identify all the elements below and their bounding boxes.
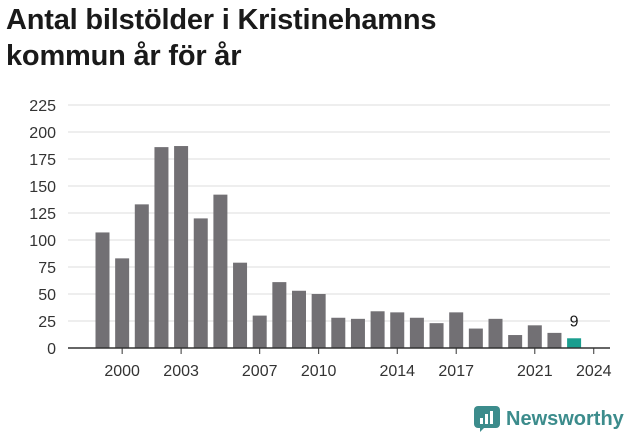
x-tick-label: 2010 <box>301 363 337 380</box>
y-tick-label: 75 <box>38 260 56 277</box>
bar <box>449 312 464 348</box>
bar <box>508 335 523 348</box>
chart-title: Antal bilstölder i Kristinehamns kommun … <box>6 2 626 74</box>
bar <box>95 232 110 348</box>
chart-title-line-1: Antal bilstölder i Kristinehamns <box>6 4 437 36</box>
bar <box>115 258 130 348</box>
y-tick-label: 125 <box>29 206 56 223</box>
bar <box>311 294 326 348</box>
x-tick-label: 2000 <box>104 363 140 380</box>
y-tick-label: 225 <box>29 98 56 115</box>
bar <box>252 315 267 348</box>
y-tick-label: 0 <box>47 341 56 358</box>
x-tick-label: 2007 <box>242 363 278 380</box>
x-tick-label: 2017 <box>438 363 474 380</box>
y-tick-label: 100 <box>29 233 56 250</box>
bar <box>331 317 346 348</box>
x-tick-label: 2014 <box>379 363 415 380</box>
bar <box>174 146 189 348</box>
bar <box>193 218 208 348</box>
chart-title-line-2: kommun år för år <box>6 40 242 72</box>
bar <box>488 318 503 348</box>
bar <box>429 323 444 348</box>
bar <box>468 328 483 348</box>
bar <box>272 282 287 348</box>
x-tick-label: 2021 <box>517 363 553 380</box>
bar <box>547 332 562 348</box>
y-tick-label: 200 <box>29 125 56 142</box>
brand-name: Newsworthy <box>506 407 624 430</box>
bar <box>567 338 582 348</box>
bar <box>527 325 542 348</box>
y-tick-label: 150 <box>29 179 56 196</box>
bar <box>292 290 306 348</box>
bar <box>213 194 228 348</box>
y-tick-label: 175 <box>29 152 56 169</box>
bar-chart-speech-bubble-icon <box>474 406 500 432</box>
bar <box>370 311 385 348</box>
bar <box>233 262 248 348</box>
bar <box>350 318 365 348</box>
y-tick-label: 25 <box>38 314 56 331</box>
x-tick-label: 2024 <box>576 363 612 380</box>
bar <box>390 312 405 348</box>
x-tick-label: 2003 <box>163 363 199 380</box>
bar <box>134 204 149 348</box>
data-label: 9 <box>570 313 579 330</box>
y-tick-label: 50 <box>38 287 56 304</box>
bar <box>154 147 169 348</box>
bar <box>409 317 424 348</box>
newsworthy-logo[interactable]: Newsworthy <box>474 406 624 432</box>
